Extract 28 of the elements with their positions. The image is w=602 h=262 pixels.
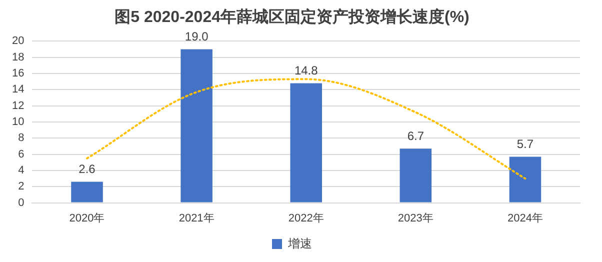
y-tick-label: 18 (12, 51, 24, 64)
bar (71, 182, 103, 202)
bar (290, 83, 322, 202)
chart-title: 图5 2020-2024年薛城区固定资产投资增长速度(%) (114, 7, 470, 26)
data-label: 2.6 (78, 162, 96, 176)
legend-label: 增速 (287, 236, 312, 250)
data-label: 6.7 (407, 128, 424, 143)
y-tick-label: 14 (12, 84, 24, 96)
bar (180, 49, 212, 202)
data-label: 19.0 (184, 30, 209, 44)
y-tick-label: 6 (18, 148, 24, 160)
y-tick-label: 16 (12, 68, 24, 80)
y-tick-label: 0 (18, 196, 24, 209)
y-tick-label: 12 (12, 100, 24, 112)
x-tick-label: 2020年 (69, 212, 105, 224)
y-tick-label: 10 (12, 116, 24, 128)
x-tick-label: 2021年 (178, 212, 214, 224)
x-tick-label: 2023年 (398, 212, 434, 224)
bar (509, 156, 542, 202)
y-tick-label: 8 (18, 132, 24, 144)
bar (400, 148, 432, 202)
x-tick-label: 2024年 (507, 212, 543, 224)
y-tick-label: 4 (18, 164, 24, 177)
y-tick-label: 2 (18, 180, 24, 193)
data-label: 14.8 (294, 64, 318, 78)
x-tick-label: 2022年 (288, 212, 324, 224)
data-label: 5.7 (516, 137, 534, 152)
y-tick-label: 20 (12, 35, 24, 48)
